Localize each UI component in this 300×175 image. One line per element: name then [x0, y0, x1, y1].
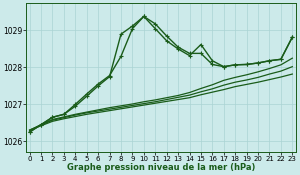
X-axis label: Graphe pression niveau de la mer (hPa): Graphe pression niveau de la mer (hPa)	[67, 163, 255, 172]
